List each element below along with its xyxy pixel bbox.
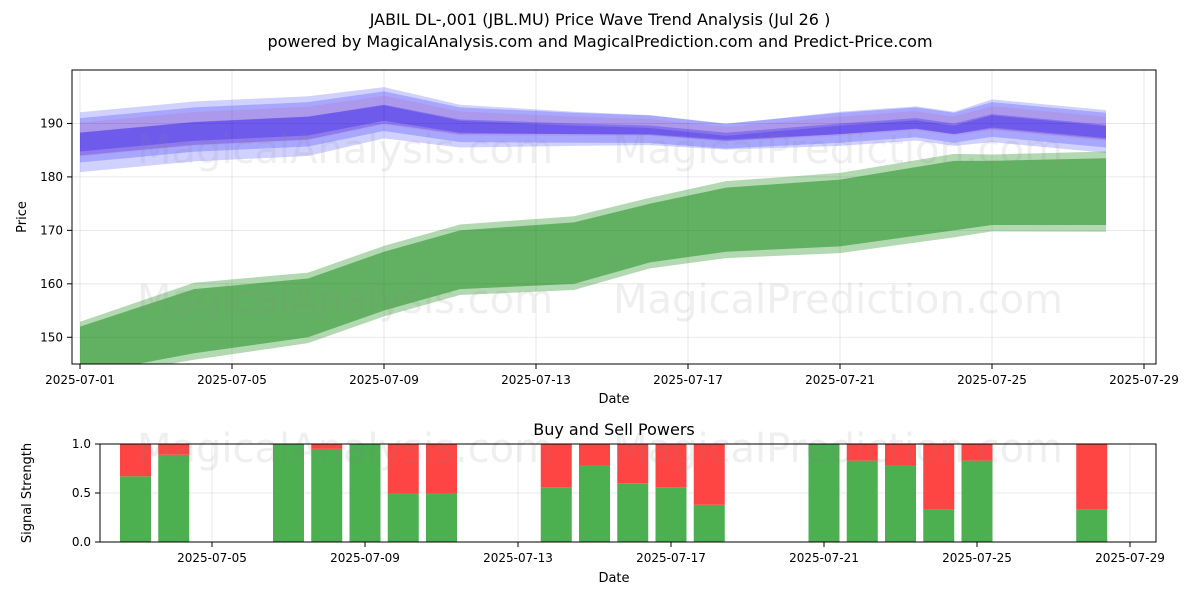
price-x-axis-label: Date <box>598 392 629 407</box>
price-x-tick-label: 2025-07-17 <box>653 373 723 387</box>
price-x-tick-label: 2025-07-13 <box>501 373 571 387</box>
buy-bar <box>273 444 304 542</box>
sell-bar <box>120 444 151 477</box>
sell-bar <box>426 444 457 493</box>
price-band-blue <box>80 91 1106 156</box>
sell-bar <box>579 444 610 466</box>
price-y-axis-label: Price <box>15 201 30 233</box>
chart-subtitle: powered by MagicalAnalysis.com and Magic… <box>267 32 932 51</box>
price-grid <box>72 70 1156 364</box>
signal-x-tick-label: 2025-07-13 <box>483 551 553 565</box>
buy-bar <box>923 509 955 542</box>
buy-bar <box>693 504 725 542</box>
buy-bar <box>120 476 151 542</box>
price-bands <box>80 87 1106 364</box>
signal-chart-title: Buy and Sell Powers <box>533 420 695 439</box>
signal-x-tick-label: 2025-07-17 <box>636 551 706 565</box>
sell-bar <box>158 444 190 455</box>
price-band-blue <box>80 87 1106 173</box>
sell-bar <box>655 444 687 488</box>
price-y-tick-label: 180 <box>40 170 63 184</box>
signal-x-tick-label: 2025-07-09 <box>330 551 400 565</box>
price-y-tick-label: 150 <box>40 330 63 344</box>
signal-y-ticks: 0.0 0.5 1.0 <box>72 437 100 549</box>
buy-bar <box>808 444 840 542</box>
price-x-tick-label: 2025-07-01 <box>45 373 115 387</box>
watermarks-top: MagicalAnalysis.com MagicalPrediction.co… <box>137 127 1063 323</box>
watermark-left-top: MagicalAnalysis.com <box>137 127 553 173</box>
signal-x-tick-label: 2025-07-21 <box>789 551 859 565</box>
sell-bar <box>885 444 916 466</box>
price-x-tick-label: 2025-07-29 <box>1109 373 1179 387</box>
buy-bar <box>885 465 916 542</box>
price-band-blue <box>80 104 1106 152</box>
signal-x-tick-label: 2025-07-29 <box>1095 551 1165 565</box>
watermark-right-top: MagicalPrediction.com <box>613 127 1063 173</box>
buy-bar <box>349 444 381 542</box>
chart-title: JABIL DL-,001 (JBL.MU) Price Wave Trend … <box>369 10 831 29</box>
sell-bar <box>540 444 572 488</box>
sell-bar <box>1076 444 1108 510</box>
signal-x-ticks: 2025-07-05 2025-07-09 2025-07-13 2025-07-17… <box>177 542 1165 565</box>
price-y-tick-label: 170 <box>40 223 63 237</box>
buy-bar <box>540 487 572 542</box>
price-band-green <box>80 151 1106 364</box>
watermarks-bottom: MagicalAnalysis.com MagicalPrediction.co… <box>137 426 1063 472</box>
sell-bar <box>617 444 649 484</box>
price-x-tick-label: 2025-07-21 <box>805 373 875 387</box>
watermark-right-mid: MagicalPrediction.com <box>613 277 1063 323</box>
buy-bar <box>846 460 878 542</box>
sell-bar <box>311 444 343 449</box>
sell-bar <box>923 444 955 510</box>
price-x-tick-label: 2025-07-25 <box>957 373 1027 387</box>
price-x-tick-label: 2025-07-05 <box>197 373 267 387</box>
signal-x-tick-label: 2025-07-25 <box>942 551 1012 565</box>
watermark-left-bottom: MagicalAnalysis.com <box>137 426 553 472</box>
price-y-ticks: 150 160 170 180 190 <box>40 116 72 344</box>
buy-bar <box>311 448 343 542</box>
signal-y-tick-label: 1.0 <box>72 437 91 451</box>
price-x-tick-label: 2025-07-09 <box>349 373 419 387</box>
signal-y-tick-label: 0.0 <box>72 535 91 549</box>
buy-bar <box>655 487 687 542</box>
sell-bar <box>846 444 878 461</box>
watermark-right-bottom: MagicalPrediction.com <box>613 426 1063 472</box>
signal-y-axis-label: Signal Strength <box>20 443 35 543</box>
price-band-blue <box>80 105 1106 163</box>
buy-bar <box>1076 509 1108 542</box>
price-band-green <box>80 158 1106 364</box>
sell-bar <box>693 444 725 505</box>
sell-bar <box>961 444 993 461</box>
sell-bar <box>387 444 419 493</box>
buy-bar <box>426 493 457 542</box>
buy-bar <box>579 465 610 542</box>
price-plot-frame <box>71 69 1157 365</box>
buy-bar <box>961 460 993 542</box>
buy-bar <box>617 483 649 542</box>
watermark-left-mid: MagicalAnalysis.com <box>137 277 553 323</box>
price-y-tick-label: 190 <box>40 116 63 130</box>
buy-bar <box>158 454 190 542</box>
signal-y-tick-label: 0.5 <box>72 486 91 500</box>
signal-x-tick-label: 2025-07-05 <box>177 551 247 565</box>
signal-x-axis-label: Date <box>598 571 629 586</box>
signal-bars <box>120 444 1108 542</box>
price-x-ticks: 2025-07-01 2025-07-05 2025-07-09 2025-07-13… <box>45 364 1179 387</box>
price-y-tick-label: 160 <box>40 277 63 291</box>
price-band-red <box>80 95 1106 157</box>
buy-bar <box>387 493 419 542</box>
